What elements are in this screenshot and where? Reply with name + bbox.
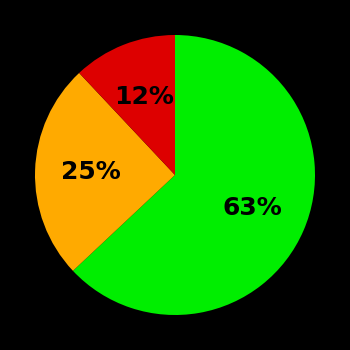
Text: 25%: 25% [61, 160, 121, 184]
Wedge shape [35, 73, 175, 271]
Text: 63%: 63% [222, 196, 282, 220]
Text: 12%: 12% [114, 85, 174, 109]
Wedge shape [79, 35, 175, 175]
Wedge shape [73, 35, 315, 315]
